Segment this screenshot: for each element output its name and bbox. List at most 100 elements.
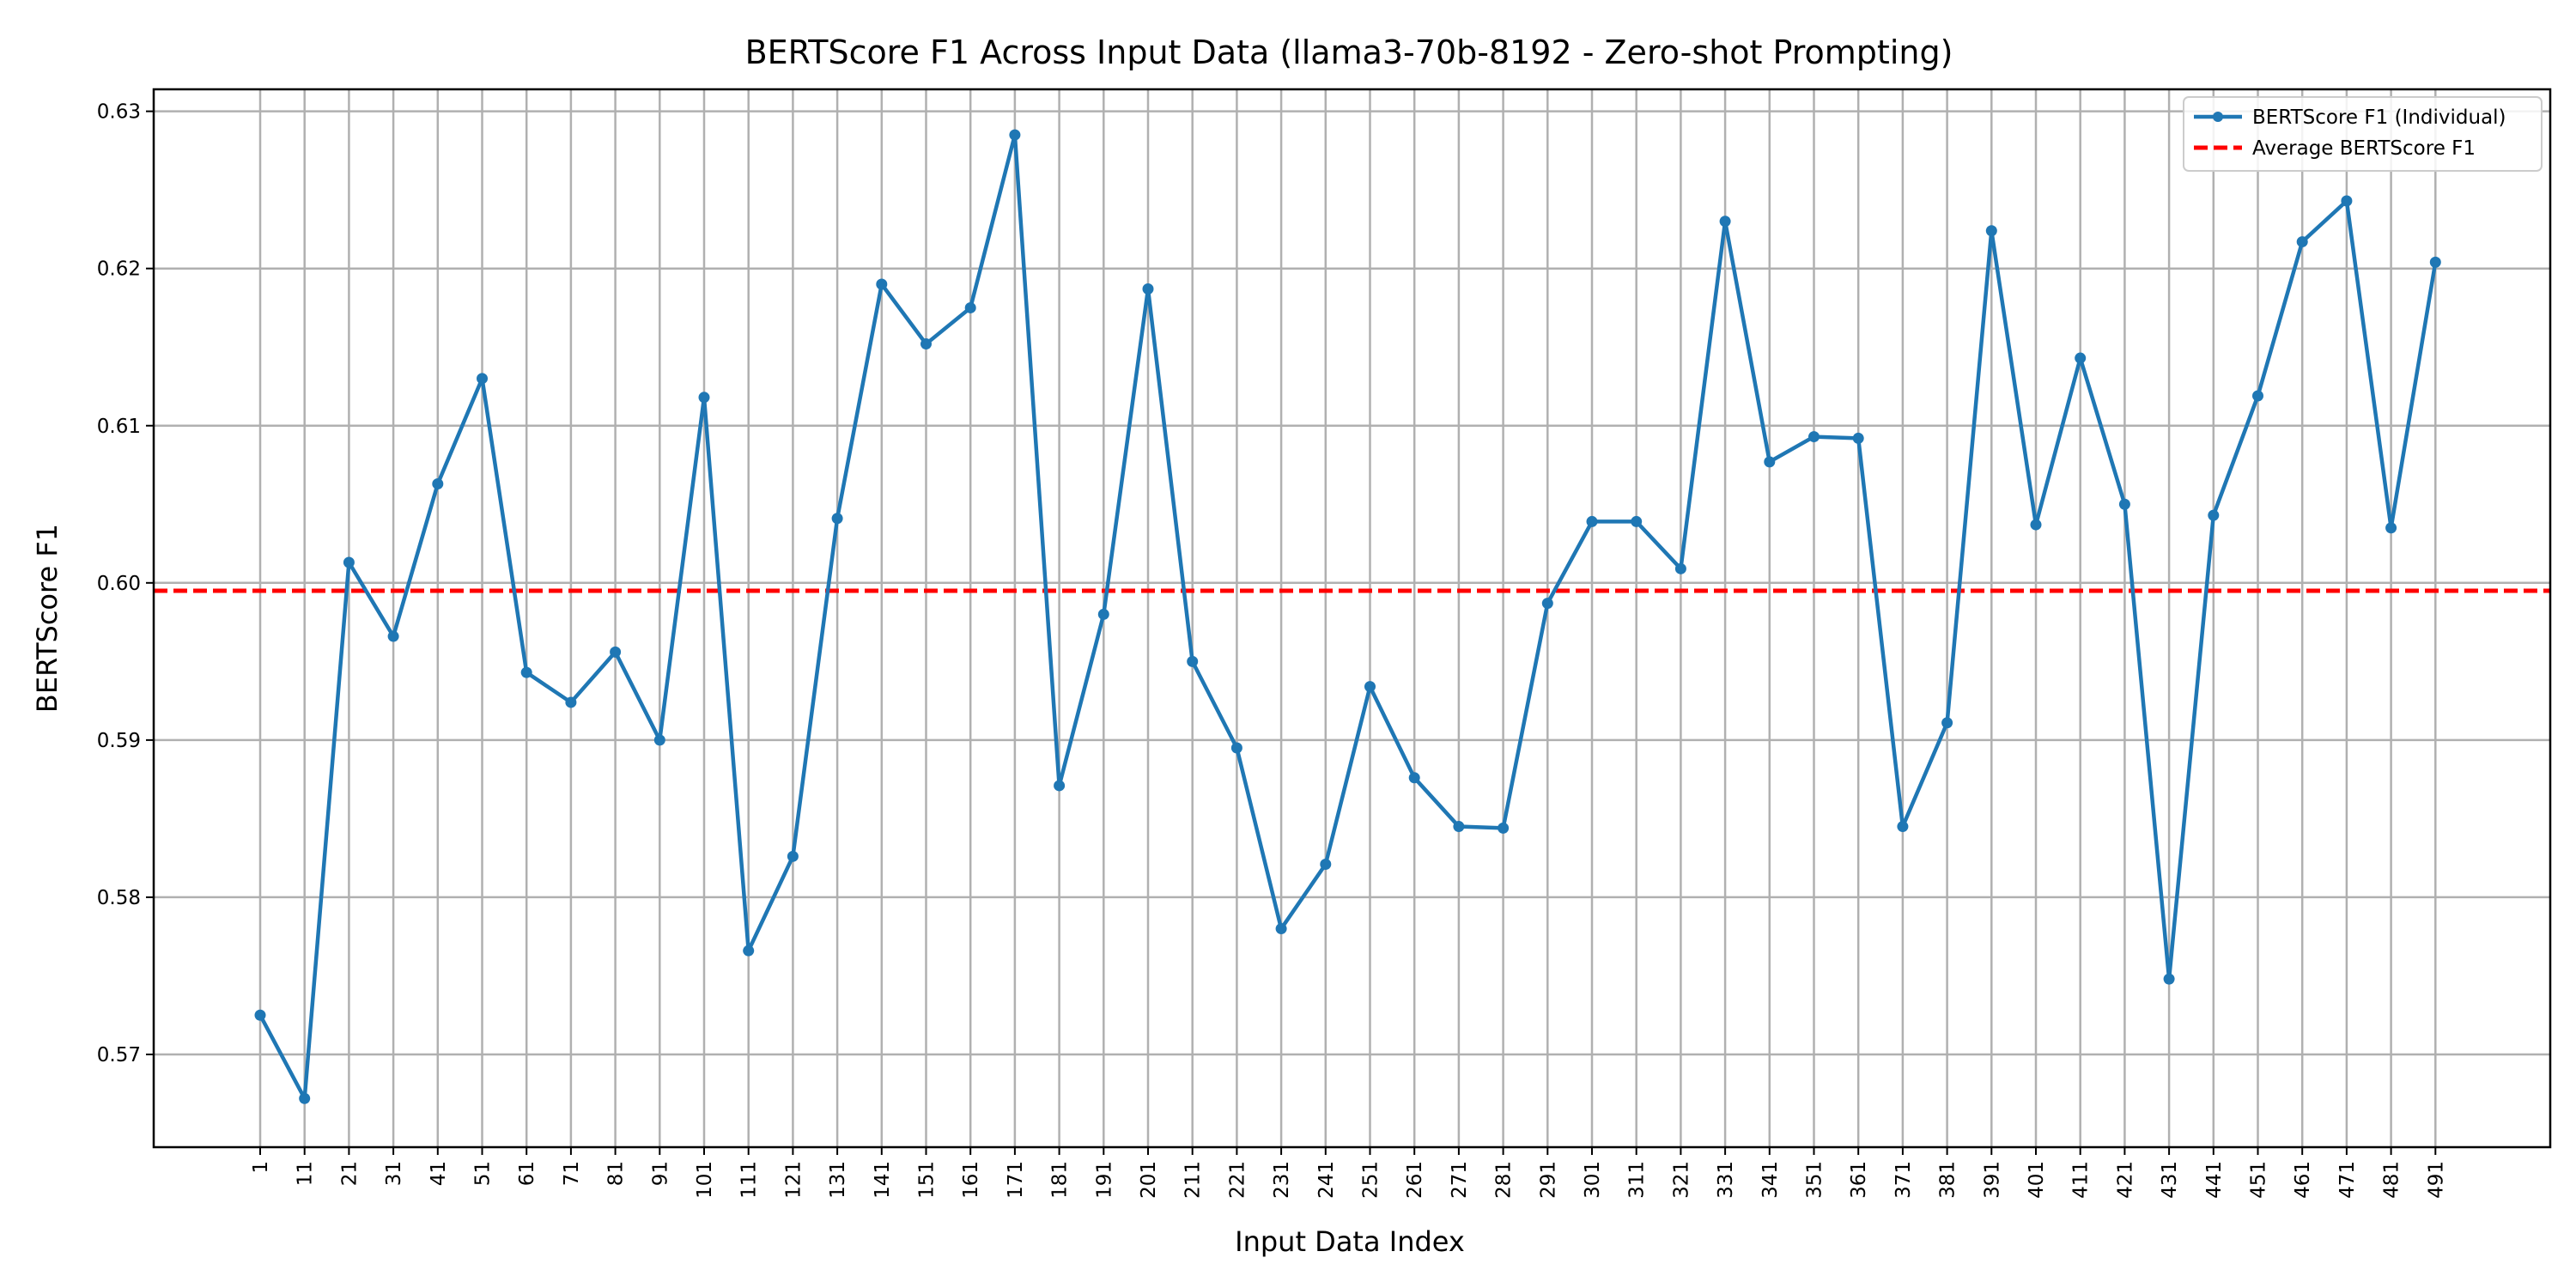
data-point [1808, 431, 1820, 443]
x-tick-label: 101 [694, 1161, 716, 1199]
x-tick-label: 31 [383, 1161, 405, 1186]
x-tick-label: 321 [1670, 1161, 1692, 1199]
data-point [1674, 562, 1686, 574]
x-tick-label: 271 [1449, 1161, 1471, 1199]
data-point [387, 630, 399, 642]
data-point [2341, 195, 2353, 207]
x-tick-label: 361 [1848, 1161, 1870, 1199]
data-point [2118, 498, 2130, 510]
x-tick-label: 181 [1049, 1161, 1072, 1199]
y-tick-label: 0.57 [97, 1044, 141, 1066]
data-markers [254, 129, 2441, 1104]
data-point [2030, 519, 2042, 531]
x-tick-label: 71 [561, 1161, 583, 1186]
data-point [1142, 283, 1154, 295]
x-tick-label: 301 [1582, 1161, 1604, 1199]
x-tick-label: 371 [1893, 1161, 1915, 1199]
x-tick-label: 401 [2026, 1161, 2048, 1199]
data-point [787, 850, 799, 862]
y-tick-label: 0.62 [97, 258, 141, 281]
data-point [432, 477, 444, 489]
x-tick-label: 431 [2159, 1161, 2181, 1199]
y-tick-label: 0.61 [97, 416, 141, 438]
x-tick-label: 131 [827, 1161, 849, 1199]
y-tick-label: 0.63 [97, 101, 141, 124]
x-tick-label: 381 [1937, 1161, 1959, 1199]
data-point [2252, 390, 2263, 402]
chart-title: BERTScore F1 Across Input Data (llama3-7… [745, 33, 1953, 71]
x-tick-label: 171 [1005, 1161, 1027, 1199]
data-point [1364, 681, 1376, 693]
data-point [343, 556, 355, 568]
y-axis-label: BERTScore F1 [31, 524, 64, 713]
data-point [1054, 780, 1066, 792]
x-tick-label: 481 [2381, 1161, 2403, 1199]
x-tick-label: 201 [1138, 1161, 1160, 1199]
x-tick-label: 441 [2203, 1161, 2226, 1199]
x-tick-label: 151 [916, 1161, 939, 1199]
data-point [1941, 717, 1953, 729]
x-tick-label: 311 [1626, 1161, 1649, 1199]
data-point [565, 696, 577, 708]
x-tick-label: 221 [1226, 1161, 1249, 1199]
data-point [299, 1092, 311, 1104]
y-tick-label: 0.59 [97, 730, 141, 752]
data-point [1320, 858, 1332, 870]
x-tick-label: 111 [738, 1161, 761, 1199]
plot-frame [152, 88, 2552, 1149]
legend-series-marker-swatch [2213, 112, 2223, 122]
x-tick-label: 391 [1981, 1161, 2003, 1199]
data-point [1631, 515, 1643, 527]
x-tick-label: 411 [2070, 1161, 2093, 1199]
y-axis-ticks: 0.57 0.58 0.59 0.60 0.61 0.62 0.63 [97, 101, 154, 1066]
data-point [1408, 772, 1420, 784]
x-tick-label: 471 [2336, 1161, 2359, 1199]
data-point [1764, 456, 1776, 468]
x-tick-label: 461 [2292, 1161, 2314, 1199]
data-point [1275, 923, 1287, 935]
legend: BERTScore F1 (Individual) Average BERTSc… [2183, 96, 2543, 172]
data-point [1097, 608, 1109, 620]
x-tick-label: 351 [1804, 1161, 1826, 1199]
data-point [876, 278, 888, 290]
legend-label-individual: BERTScore F1 (Individual) [2252, 106, 2506, 129]
x-tick-label: 491 [2425, 1161, 2447, 1199]
x-tick-label: 161 [960, 1161, 982, 1199]
data-point [743, 945, 755, 957]
data-point [1498, 822, 1510, 834]
x-axis-label: Input Data Index [1235, 1225, 1465, 1258]
data-point [254, 1009, 266, 1021]
x-tick-label: 1 [250, 1161, 272, 1174]
data-point [1187, 655, 1199, 667]
x-tick-label: 231 [1271, 1161, 1293, 1199]
x-tick-label: 21 [338, 1161, 361, 1186]
x-tick-label: 251 [1360, 1161, 1382, 1199]
y-tick-label: 0.58 [97, 887, 141, 909]
x-tick-label: 91 [649, 1161, 671, 1186]
data-point [2163, 973, 2175, 985]
x-axis-ticks: 1 11 21 31 41 51 61 71 81 91 101 111 121 131 141 151 161… [250, 1147, 2447, 1199]
data-point [1985, 225, 1997, 237]
data-point [1852, 432, 1864, 444]
x-tick-label: 61 [516, 1161, 538, 1186]
data-point [1586, 515, 1598, 527]
data-point [2296, 236, 2308, 248]
x-tick-label: 81 [605, 1161, 628, 1186]
data-point [610, 646, 622, 658]
data-point [2385, 522, 2397, 534]
data-point [2208, 509, 2220, 521]
data-point [1719, 216, 1731, 228]
x-tick-label: 41 [428, 1161, 450, 1186]
x-tick-label: 121 [782, 1161, 805, 1199]
data-point [1230, 742, 1242, 754]
data-point [520, 666, 532, 678]
data-point [964, 301, 976, 313]
legend-box [2183, 96, 2543, 172]
x-tick-label: 341 [1759, 1161, 1782, 1199]
data-point [1009, 129, 1021, 141]
data-point [698, 392, 710, 404]
data-point [1453, 821, 1465, 833]
legend-label-average: Average BERTScore F1 [2252, 137, 2476, 160]
x-tick-label: 241 [1315, 1161, 1338, 1199]
